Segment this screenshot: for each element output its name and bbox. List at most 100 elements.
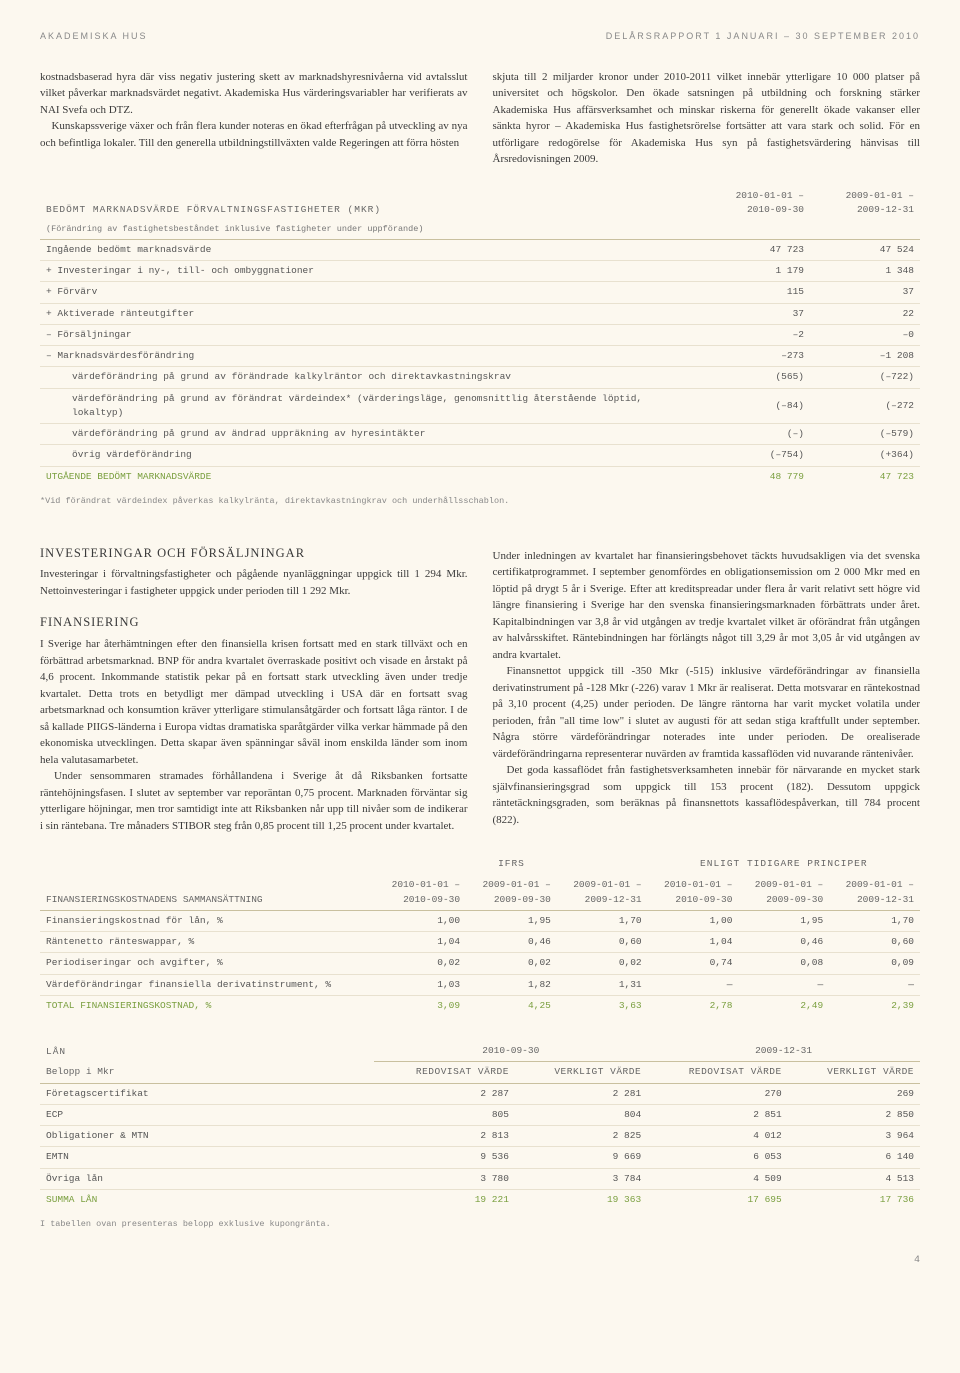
table-cell: (565) xyxy=(700,367,810,388)
table-row-label: Periodiseringar och avgifter, % xyxy=(40,953,375,974)
t2-tv2: 3,63 xyxy=(557,995,648,1016)
table-row-label: EMTN xyxy=(40,1147,374,1168)
table-cell: 1,00 xyxy=(375,910,466,931)
t3-sc0: REDOVISAT VÄRDE xyxy=(374,1062,515,1083)
table-cell: 0,60 xyxy=(557,932,648,953)
intro-left: kostnadsbaserad hyra där viss negativ ju… xyxy=(40,69,468,152)
t2-tv1: 4,25 xyxy=(466,995,557,1016)
intro-right: skjuta till 2 miljarder kronor under 201… xyxy=(493,69,921,168)
intro-columns: kostnadsbaserad hyra där viss negativ ju… xyxy=(40,69,920,168)
t2-c1: 2009-01-01 – 2009-09-30 xyxy=(466,875,557,910)
table-cell: 47 524 xyxy=(810,239,920,260)
t1-total-a: 48 779 xyxy=(700,466,810,487)
table-row-label: Obligationer & MTN xyxy=(40,1126,374,1147)
table-row-label: Företagscertifikat xyxy=(40,1083,374,1104)
t2-tv0: 3,09 xyxy=(375,995,466,1016)
table-row-label: värdeförändring på grund av ändrad upprä… xyxy=(40,424,700,445)
table-cell: –1 208 xyxy=(810,346,920,367)
t2-group-ifrs: IFRS xyxy=(375,854,647,875)
t2-c0: 2010-01-01 – 2010-09-30 xyxy=(375,875,466,910)
table-cell: 4 012 xyxy=(647,1126,788,1147)
table-cell: 1,00 xyxy=(648,910,739,931)
table-cell: 4 509 xyxy=(647,1168,788,1189)
loans-table: LÅN 2010-09-30 2009-12-31 Belopp i Mkr R… xyxy=(40,1041,920,1210)
table-cell: 1 179 xyxy=(700,261,810,282)
t3-group1: 2010-09-30 xyxy=(374,1041,647,1062)
table-cell: 37 xyxy=(700,303,810,324)
t2-c2: 2009-01-01 – 2009-12-31 xyxy=(557,875,648,910)
t3-sc2: REDOVISAT VÄRDE xyxy=(647,1062,788,1083)
table-cell: 1,95 xyxy=(738,910,829,931)
table-cell: 1,31 xyxy=(557,974,648,995)
t3-tv2: 17 695 xyxy=(647,1189,788,1210)
table-cell: 3 780 xyxy=(374,1168,515,1189)
t2-group-prev: ENLIGT TIDIGARE PRINCIPER xyxy=(648,854,920,875)
table-row-label: – Försäljningar xyxy=(40,324,700,345)
table-cell: 47 723 xyxy=(700,239,810,260)
t1-col2: 2009-01-01 – 2009-12-31 xyxy=(810,186,920,221)
table-cell: 22 xyxy=(810,303,920,324)
t1-subtitle: (Förändring av fastighetsbeståndet inklu… xyxy=(40,220,700,239)
table-cell: (–272 xyxy=(810,388,920,424)
table-cell: 1,04 xyxy=(648,932,739,953)
table-cell: 2 281 xyxy=(515,1083,647,1104)
t1-footnote: *Vid förändrat värdeindex påverkas kalky… xyxy=(40,495,920,508)
table-cell: –0 xyxy=(810,324,920,345)
table-cell: 1 348 xyxy=(810,261,920,282)
table-cell: 804 xyxy=(515,1104,647,1125)
table-row-label: + Förvärv xyxy=(40,282,700,303)
table-cell: 2 287 xyxy=(374,1083,515,1104)
table-cell: 3 784 xyxy=(515,1168,647,1189)
table-cell: 1,95 xyxy=(466,910,557,931)
table-cell: 0,46 xyxy=(738,932,829,953)
t1-title: BEDÖMT MARKNADSVÄRDE FÖRVALTNINGSFASTIGH… xyxy=(40,186,700,221)
table-cell: 9 669 xyxy=(515,1147,647,1168)
t2-tv3: 2,78 xyxy=(648,995,739,1016)
table-cell: 115 xyxy=(700,282,810,303)
table-cell: 0,09 xyxy=(829,953,920,974)
table-row-label: värdeförändring på grund av förändrade k… xyxy=(40,367,700,388)
table-cell: (–) xyxy=(700,424,810,445)
t3-tv3: 17 736 xyxy=(788,1189,920,1210)
table-cell: 0,02 xyxy=(375,953,466,974)
t2-c5: 2009-01-01 – 2009-12-31 xyxy=(829,875,920,910)
table-cell: 2 813 xyxy=(374,1126,515,1147)
t3-tv1: 19 363 xyxy=(515,1189,647,1210)
table-cell: 1,82 xyxy=(466,974,557,995)
table-cell: 0,08 xyxy=(738,953,829,974)
table-row-label: + Aktiverade ränteutgifter xyxy=(40,303,700,324)
table-cell: –2 xyxy=(700,324,810,345)
table-cell: 0,02 xyxy=(466,953,557,974)
fin-p2: Under sensommaren stramades förhållanden… xyxy=(40,768,468,834)
t2-tv5: 2,39 xyxy=(829,995,920,1016)
table-row-label: Ingående bedömt marknadsvärde xyxy=(40,239,700,260)
table-cell: 1,70 xyxy=(557,910,648,931)
fin-p1: I Sverige har återhämtningen efter den f… xyxy=(40,636,468,768)
table-row-label: Övriga lån xyxy=(40,1168,374,1189)
right-p1: Under inledningen av kvartalet har finan… xyxy=(493,548,921,664)
t2-tv4: 2,49 xyxy=(738,995,829,1016)
market-value-table: BEDÖMT MARKNADSVÄRDE FÖRVALTNINGSFASTIGH… xyxy=(40,186,920,487)
table-cell: 6 053 xyxy=(647,1147,788,1168)
t3-head-sub: Belopp i Mkr xyxy=(40,1062,374,1083)
table-row-label: Räntenetto ränteswappar, % xyxy=(40,932,375,953)
page-header: AKADEMISKA HUS DELÅRSRAPPORT 1 JANUARI –… xyxy=(40,30,920,44)
financing-cost-table: IFRS ENLIGT TIDIGARE PRINCIPER FINANSIER… xyxy=(40,854,920,1016)
table-row-label: Värdeförändringar finansiella derivatins… xyxy=(40,974,375,995)
table-cell: 0,60 xyxy=(829,932,920,953)
table-row-label: Finansieringskostnad för lån, % xyxy=(40,910,375,931)
t3-group2: 2009-12-31 xyxy=(647,1041,920,1062)
t3-tv0: 19 221 xyxy=(374,1189,515,1210)
table-cell: 2 851 xyxy=(647,1104,788,1125)
table-cell: (–579) xyxy=(810,424,920,445)
t1-total-label: UTGÅENDE BEDÖMT MARKNADSVÄRDE xyxy=(40,466,700,487)
table-cell: (–722) xyxy=(810,367,920,388)
table-cell: (–84) xyxy=(700,388,810,424)
invest-text: Investeringar i förvaltningsfastigheter … xyxy=(40,566,468,599)
t3-footnote: I tabellen ovan presenteras belopp exklu… xyxy=(40,1218,920,1231)
invest-heading: INVESTERINGAR OCH FÖRSÄLJNINGAR xyxy=(40,544,468,563)
t2-rowhead: FINANSIERINGSKOSTNADENS SAMMANSÄTTNING xyxy=(40,875,375,910)
table-cell: 1,70 xyxy=(829,910,920,931)
table-cell: 9 536 xyxy=(374,1147,515,1168)
t3-sc1: VERKLIGT VÄRDE xyxy=(515,1062,647,1083)
